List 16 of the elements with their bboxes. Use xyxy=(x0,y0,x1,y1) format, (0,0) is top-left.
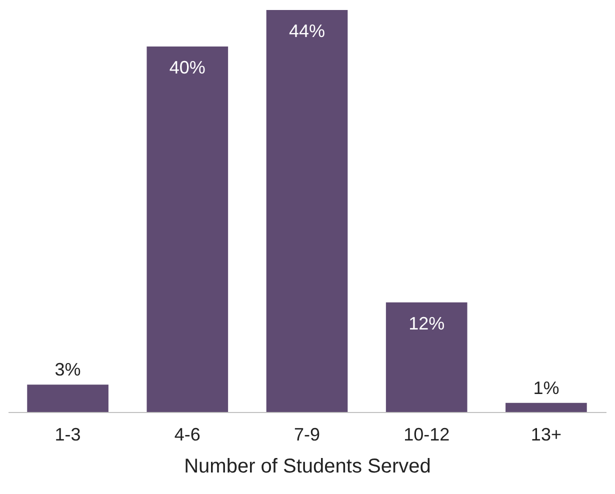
data-label: 3% xyxy=(54,360,81,380)
data-label: 12% xyxy=(408,313,445,334)
x-tick-label: 10-12 xyxy=(404,424,450,444)
data-label: 44% xyxy=(288,21,326,41)
x-tick-label: 7-9 xyxy=(294,424,320,444)
bar xyxy=(266,10,348,412)
x-tick-label: 4-6 xyxy=(174,424,200,444)
bar xyxy=(27,384,108,412)
x-axis-title: Number of Students Served xyxy=(184,456,431,478)
bar xyxy=(146,46,228,412)
bar xyxy=(506,402,587,412)
x-tick-label: 13+ xyxy=(530,424,562,444)
data-label: 40% xyxy=(169,58,206,78)
x-tick-label: 1-3 xyxy=(54,424,81,444)
bar xyxy=(386,302,468,412)
data-label: 1% xyxy=(533,378,560,398)
